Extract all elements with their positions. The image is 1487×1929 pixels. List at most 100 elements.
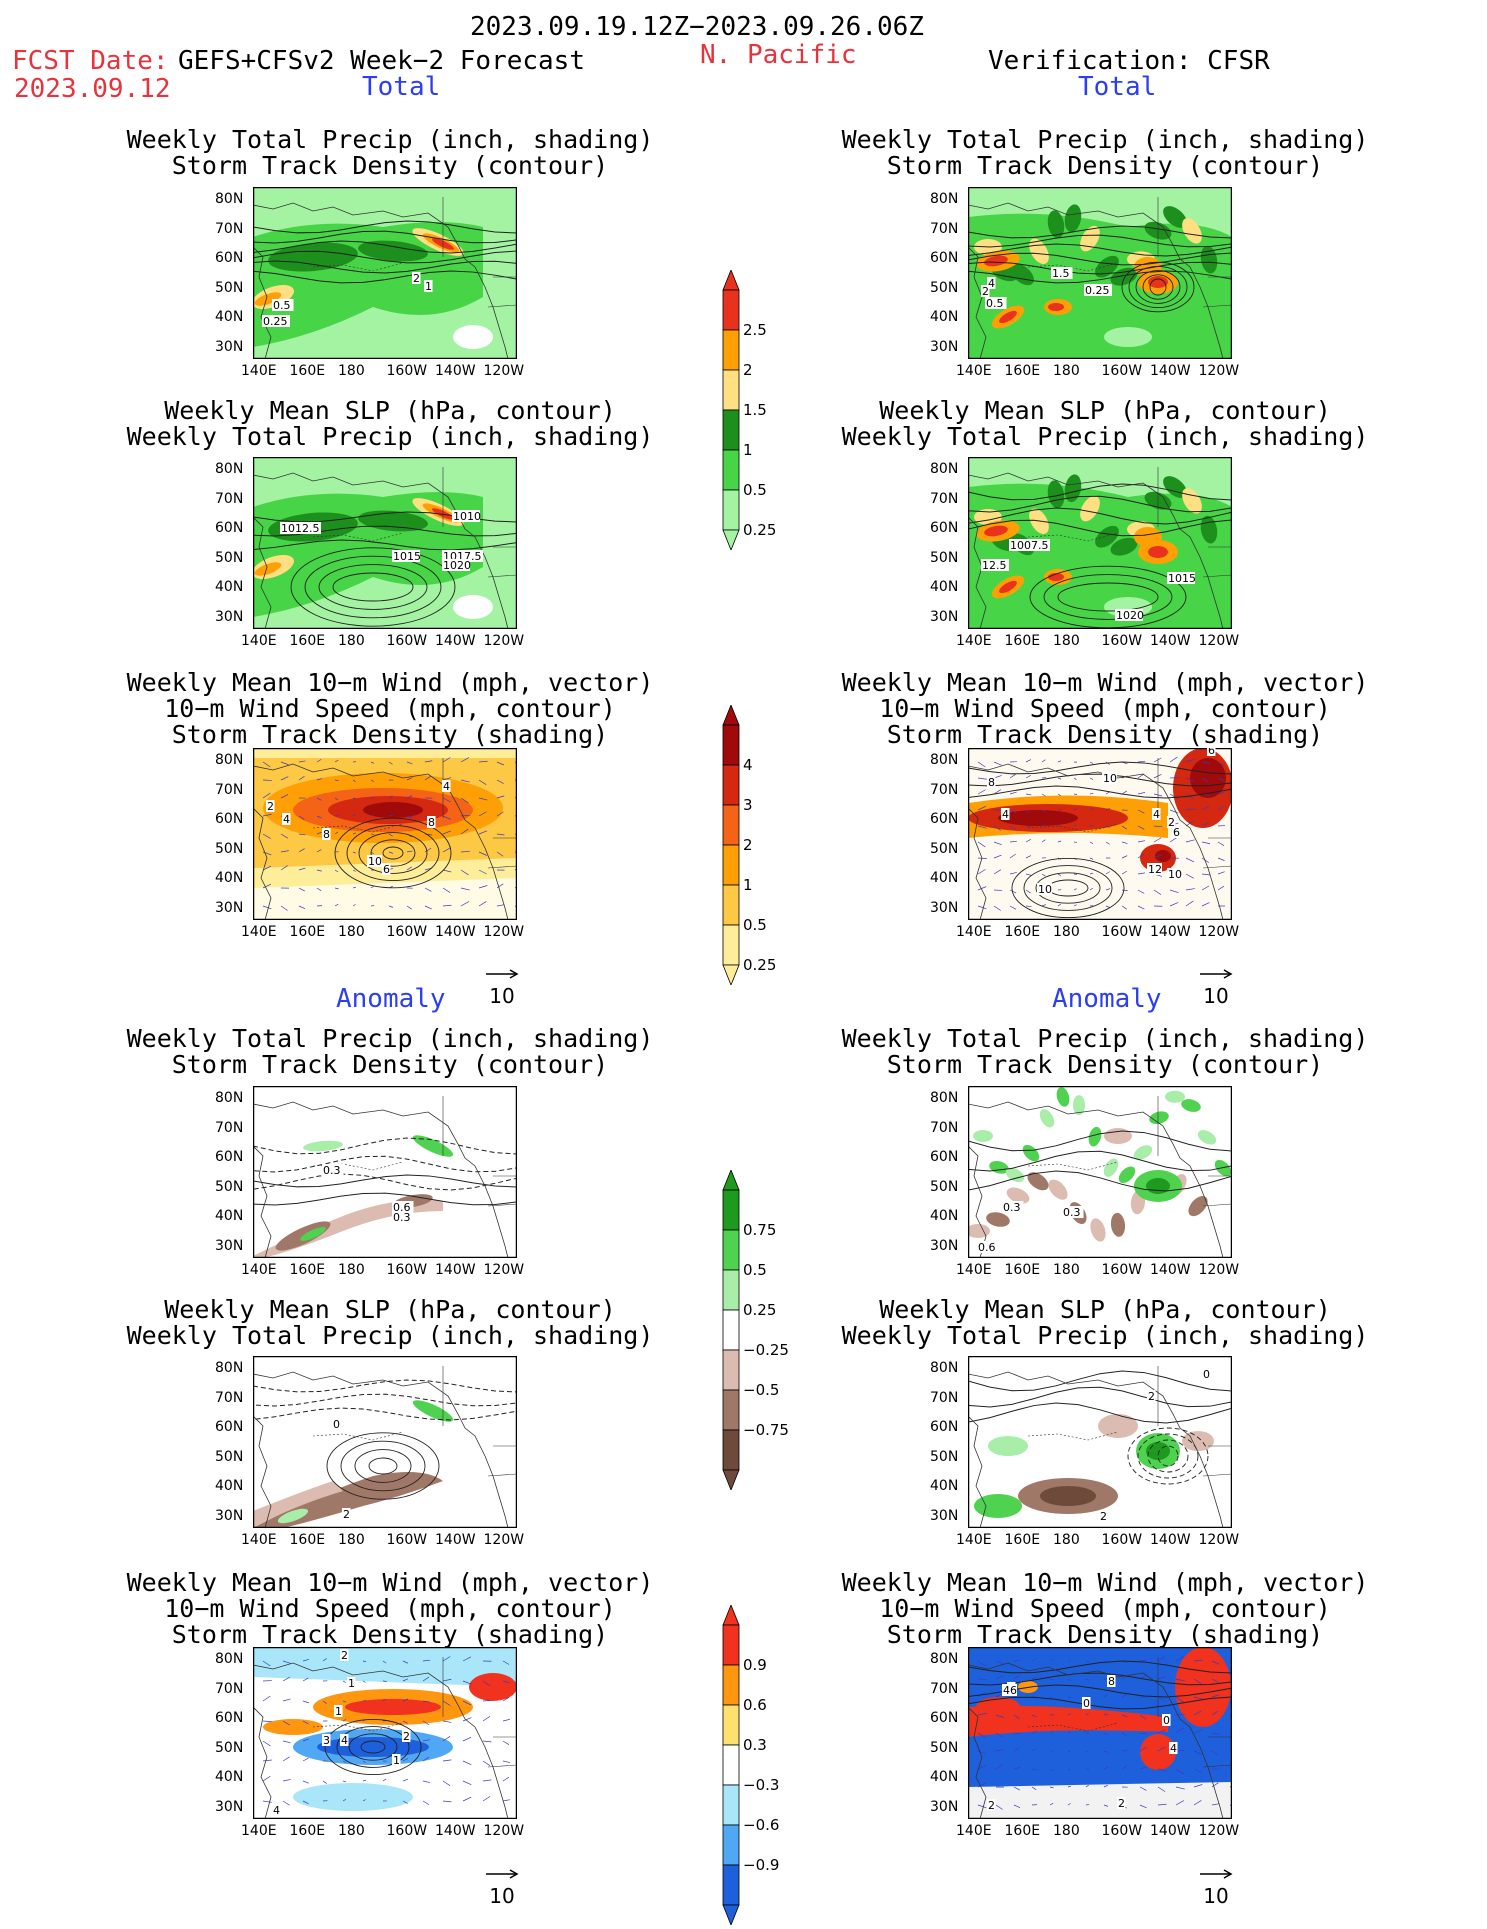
shading-region [1104,327,1152,347]
contour-label: 12.5 [982,559,1007,572]
colorbar-segment [723,885,739,925]
lat-tick-label: 60N [215,520,243,536]
lon-tick-label: 160W [1102,363,1143,379]
colorbar-segment [723,1785,739,1825]
contour-label: 4 [273,1804,280,1817]
lat-tick-label: 30N [215,609,243,625]
lat-tick-label: 30N [215,1508,243,1524]
contour-label: 10 [1038,883,1052,896]
contour-label: 10 [1168,868,1182,881]
colorbar-tick-label: 2.5 [743,321,767,339]
lat-tick-label: 80N [215,461,243,477]
lon-tick-label: 140W [1150,1532,1191,1548]
vector-reference-vf-anom: 10 [1198,1860,1234,1908]
lon-tick-label: 160E [1005,633,1041,649]
colorbar-graphic [721,1605,811,1925]
contour-label: 0.25 [1085,284,1110,297]
lat-tick-label: 50N [930,841,958,857]
lon-tick-label: 180 [1053,633,1080,649]
lat-tick-label: 40N [215,870,243,886]
shading-region [968,1782,1232,1819]
region-name: N. Pacific [700,40,857,70]
lat-tick-label: 60N [215,1149,243,1165]
colorbar-segment [723,1230,739,1270]
colorbar-cap [723,270,739,290]
shading-region [1165,1091,1185,1103]
lat-tick-label: 70N [215,1681,243,1697]
colorbar-tick-label: 1 [743,876,753,894]
lon-tick-label: 140W [435,924,476,940]
shading-region [1175,1647,1231,1727]
lat-tick-label: 50N [215,550,243,566]
colorbar-segment [723,1350,739,1390]
colorbar-segment [723,410,739,450]
lon-tick-label: 160E [1005,924,1041,940]
contour-label: 1.5 [1052,267,1070,280]
contour-label: 1 [425,280,432,293]
panel-title-fc-total-slp: Weekly Mean SLP (hPa, contour) Weekly To… [110,398,670,450]
lon-tick-label: 180 [338,924,365,940]
colorbar-tick-label: −0.75 [743,1421,789,1439]
colorbar-segment [723,1190,739,1230]
shading-region [1098,1414,1138,1438]
lat-tick-label: 50N [215,1740,243,1756]
lon-tick-label: 140W [1150,633,1191,649]
lon-tick-label: 160W [387,924,428,940]
lon-tick-label: 160E [1005,1823,1041,1839]
colorbar-tick-label: 1.5 [743,401,767,419]
colorbar-segment [723,925,739,965]
lon-tick-label: 160W [387,1823,428,1839]
lat-tick-label: 80N [930,1090,958,1106]
shading-region [469,1673,517,1701]
lat-tick-label: 30N [215,1238,243,1254]
contour-label: 2 [267,800,274,813]
contour-label: 2 [988,1799,995,1812]
lat-tick-label: 60N [930,1149,958,1165]
contour-label: 2 [341,1649,348,1662]
panel-title-fc-anom-slp: Weekly Mean SLP (hPa, contour) Weekly To… [110,1297,670,1349]
colorbar-cap [723,705,739,725]
shading-region [1182,1431,1214,1451]
vector-reference-vf-total: 10 [1198,960,1234,1008]
contour-label: 0.3 [323,1164,341,1177]
section-anomaly-forecast: Anomaly [336,984,446,1014]
lat-tick-label: 30N [215,339,243,355]
shading-region [974,1494,1022,1518]
forecast-period: 2023.09.19.12Z−2023.09.26.06Z [470,12,924,42]
lon-tick-label: 160E [290,924,326,940]
lon-tick-label: 120W [484,363,525,379]
lon-tick-label: 160E [290,1532,326,1548]
lat-tick-label: 50N [215,1179,243,1195]
lat-tick-label: 80N [215,752,243,768]
lon-tick-label: 180 [338,1532,365,1548]
map-plot-fc-total-precip: 210.50.25 [253,187,517,359]
lon-tick-label: 120W [1199,1262,1240,1278]
lon-tick-label: 120W [484,1262,525,1278]
lon-tick-label: 160W [387,1532,428,1548]
colorbar-tick-label: −0.5 [743,1381,779,1399]
colorbar-segment [723,1310,739,1350]
lat-tick-label: 50N [930,550,958,566]
lon-tick-label: 160E [290,1262,326,1278]
shading-region [453,325,493,349]
lat-tick-label: 50N [930,1179,958,1195]
colorbar-segment [723,1270,739,1310]
colorbar-segment [723,330,739,370]
lon-tick-label: 120W [1199,924,1240,940]
colorbar-segment [723,1825,739,1865]
contour-label: 1 [393,1754,400,1767]
contour-label: 10 [1103,772,1117,785]
lon-tick-label: 140W [435,1823,476,1839]
panel-title-fc-anom-wind: Weekly Mean 10−m Wind (mph, vector) 10−m… [90,1570,690,1648]
lon-tick-label: 160W [1102,1262,1143,1278]
colorbar-segment [723,1705,739,1745]
lat-tick-label: 30N [930,339,958,355]
